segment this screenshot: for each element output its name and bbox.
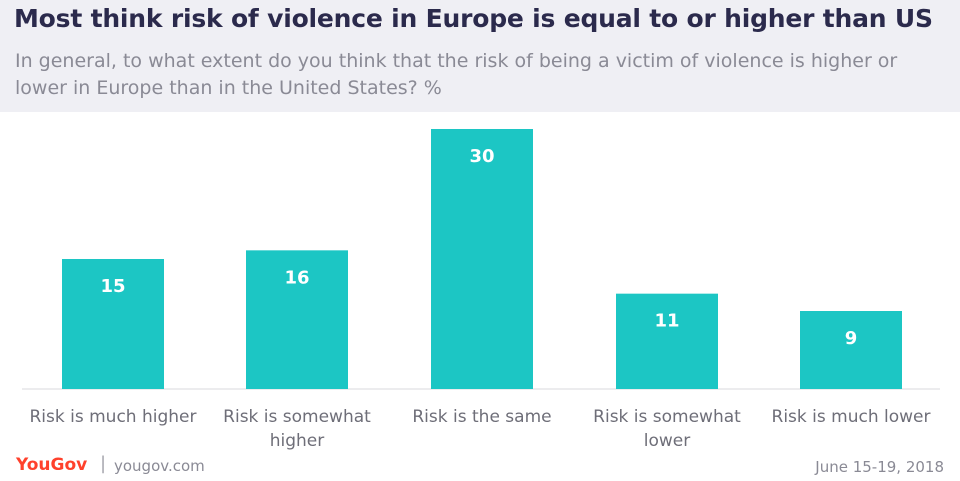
bar-value-label: 16 (284, 267, 309, 288)
bar (431, 129, 533, 389)
bar-value-label: 11 (654, 311, 679, 332)
header-band (0, 0, 960, 112)
bar-value-label: 15 (100, 276, 125, 297)
footer-url: yougov.com (114, 457, 205, 475)
x-tick-label: Risk is somewhat (593, 407, 741, 427)
bar (62, 259, 164, 389)
footer-date: June 15-19, 2018 (815, 458, 944, 476)
x-tick-label: Risk is much lower (772, 407, 931, 427)
yougov-logo: YouGov (16, 455, 88, 475)
chart-subtitle: In general, to what extent do you think … (15, 50, 898, 99)
bar-value-label: 30 (469, 146, 494, 167)
x-tick-label: higher (270, 431, 325, 451)
x-tick-label: Risk is much higher (30, 407, 197, 427)
x-tick-label: lower (644, 431, 690, 451)
x-tick-label: Risk is the same (412, 407, 551, 427)
bar (246, 250, 348, 389)
bar (616, 293, 718, 389)
footer-separator: | (100, 453, 107, 474)
chart-title: Most think risk of violence in Europe is… (14, 4, 933, 33)
bar-chart: 15 Risk is much higher 16 Risk is somewhat h… (22, 129, 940, 451)
bar (800, 311, 902, 389)
x-tick-label: Risk is somewhat (223, 407, 371, 427)
bar-value-label: 9 (845, 328, 858, 349)
